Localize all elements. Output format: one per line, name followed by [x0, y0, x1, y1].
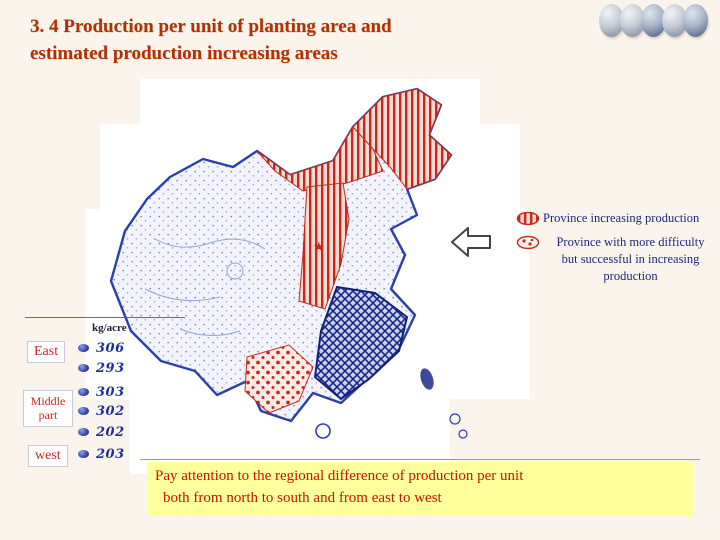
stat-row: 306 — [78, 340, 125, 356]
stat-row: 303 — [78, 384, 125, 400]
group-label-east: East — [27, 341, 66, 363]
striped-oval-icon — [516, 211, 540, 231]
bullet-icon — [78, 428, 89, 436]
egg-decorations — [599, 4, 708, 37]
taiwan-shape — [420, 368, 434, 390]
china-map-svg: ★ — [85, 79, 530, 474]
callout-line2: both from north to south and from east t… — [163, 489, 442, 506]
egg-icon — [683, 4, 708, 37]
egg-icon — [662, 4, 687, 37]
legend: Province increasing production Province … — [516, 210, 718, 285]
left-arrow-icon — [450, 224, 492, 265]
unit-label: kg/acre — [92, 322, 127, 334]
page-title-line1: 3. 4 Production per unit of planting are… — [30, 16, 392, 37]
stats-divider — [25, 317, 185, 318]
bullet-icon — [78, 388, 89, 396]
group-label-west: west — [28, 445, 68, 467]
page-title-line2: estimated production increasing areas — [30, 42, 338, 64]
bullet-icon — [78, 407, 89, 415]
bullet-icon — [78, 344, 89, 352]
bullet-icon — [78, 364, 89, 372]
island-doodle — [458, 429, 468, 439]
stat-row: 203 — [78, 446, 125, 462]
group-label-middle: Middle part — [23, 390, 73, 427]
callout-underline — [140, 459, 700, 460]
bullet-icon — [78, 450, 89, 458]
china-map: ★ — [85, 78, 535, 475]
region-south-dotted — [244, 344, 314, 414]
dotted-oval-icon — [516, 235, 540, 255]
legend-item-difficulty-label: Province with more difficulty but succes… — [556, 234, 705, 283]
region-central-band-increasing — [298, 182, 350, 310]
region-northeast-increasing — [352, 88, 452, 190]
page-title: 3. 4 Production per unit of planting are… — [30, 14, 510, 67]
callout-box: Pay attention to the regional difference… — [147, 462, 693, 516]
region-north-band-increasing — [256, 126, 384, 192]
egg-icon — [641, 4, 666, 37]
island-doodle — [449, 413, 461, 425]
egg-icon — [620, 4, 645, 37]
stat-row: 302 — [78, 403, 125, 419]
stat-row: 202 — [78, 424, 125, 440]
legend-item-difficulty: Province with more difficulty but succes… — [516, 234, 718, 285]
legend-item-increasing: Province increasing production — [516, 210, 718, 231]
hainan-shape — [315, 423, 331, 439]
stat-row: 293 — [78, 360, 125, 376]
egg-icon — [599, 4, 624, 37]
legend-item-increasing-label: Province increasing production — [543, 211, 700, 225]
region-southeast-difficulty — [313, 285, 409, 401]
capital-star-icon: ★ — [313, 239, 325, 254]
callout-line1: Pay attention to the regional difference… — [155, 468, 524, 484]
